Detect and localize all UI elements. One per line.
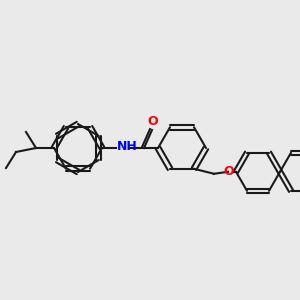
Text: NH: NH — [117, 140, 138, 154]
Text: O: O — [148, 115, 158, 128]
Text: O: O — [224, 165, 234, 178]
